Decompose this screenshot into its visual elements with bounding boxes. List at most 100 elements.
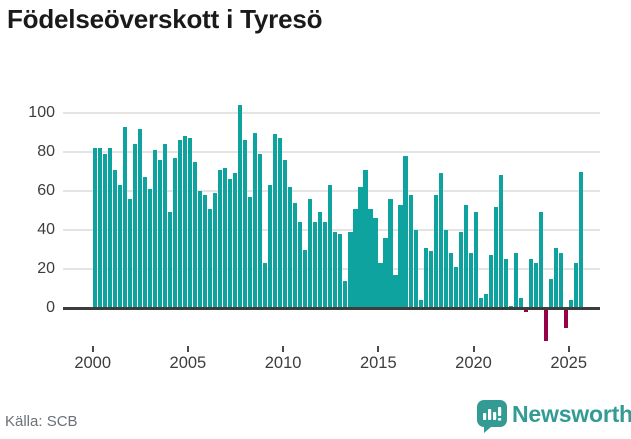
bar [428,251,433,308]
bar [103,153,108,308]
bar [453,267,458,308]
bar [398,204,403,308]
bar [218,169,223,308]
bar [333,231,338,308]
x-axis-label: 2020 [455,354,492,372]
bar [383,237,388,308]
x-axis-label: 2015 [359,354,397,372]
gridline [63,151,600,153]
bar [443,230,448,308]
bar [483,294,488,308]
bar [173,157,178,308]
chart-title: Födelseöverskott i Tyresö [7,4,323,34]
bar [578,171,583,308]
bar [493,206,498,308]
bar [513,253,518,308]
x-axis-tick [91,346,94,352]
x-axis-line [63,306,600,310]
y-axis-label: 20 [37,260,55,277]
bar [108,148,113,308]
bar [338,233,343,308]
bar [348,231,353,308]
bar [373,218,378,308]
bar [378,263,383,308]
x-axis-tick [282,346,285,352]
bar [223,167,228,308]
bar [303,249,308,308]
bar [488,255,493,308]
bar [93,148,98,308]
bar [468,253,473,308]
bar [278,138,283,308]
x-axis-label: 2000 [74,354,112,372]
bar [268,185,273,308]
bar [118,185,123,308]
bar [133,144,138,308]
bar [523,308,528,312]
bar [463,204,468,308]
bar [558,253,563,308]
bar [138,128,143,308]
bar [313,222,318,308]
bar [143,177,148,308]
bar [198,191,203,308]
bar [438,173,443,308]
bar [543,308,548,342]
bar [518,298,523,308]
bar [368,208,373,308]
y-axis-label: 0 [46,299,55,316]
bar [233,173,238,308]
newsworthy-bubble-icon [477,400,507,433]
bar [413,230,418,308]
x-axis-label: 2025 [550,354,588,372]
bar [148,189,153,308]
bar [433,194,438,308]
bar [538,212,543,308]
bar [283,159,288,308]
gridline [63,112,600,114]
bar [163,144,168,308]
bar [273,134,278,308]
bar [203,194,208,308]
bar [323,222,328,308]
x-axis-tick [186,346,189,352]
bar [478,298,483,308]
newsworthy-logo[interactable]: Newsworthy [477,399,631,435]
bar [168,212,173,308]
y-axis-label: 100 [28,104,55,121]
bar [423,247,428,308]
bar [243,140,248,308]
bar [98,148,103,308]
bar [458,231,463,308]
bar [343,280,348,308]
bar [183,136,188,308]
bar [568,300,573,308]
bar [208,208,213,308]
newsworthy-wordmark: Newsworthy [512,401,631,427]
bar [498,175,503,308]
bar [308,198,313,308]
bar [318,212,323,308]
bar [328,185,333,308]
y-axis-label: 40 [37,221,55,238]
y-axis-label: 60 [37,182,55,199]
bar [263,263,268,308]
bar [188,138,193,308]
source-label: Källa: SCB [5,413,78,430]
mini-bar-chart-glyph [483,407,502,421]
bar [563,308,568,328]
x-axis-tick [377,346,380,352]
bar [123,126,128,308]
bar [248,196,253,308]
bar [403,155,408,308]
bar [533,263,538,308]
bar [418,300,423,308]
bar [573,263,578,308]
bar [448,253,453,308]
bar [178,140,183,308]
bar [258,153,263,308]
x-axis-tick [567,346,570,352]
bar [158,159,163,308]
bar [213,192,218,308]
